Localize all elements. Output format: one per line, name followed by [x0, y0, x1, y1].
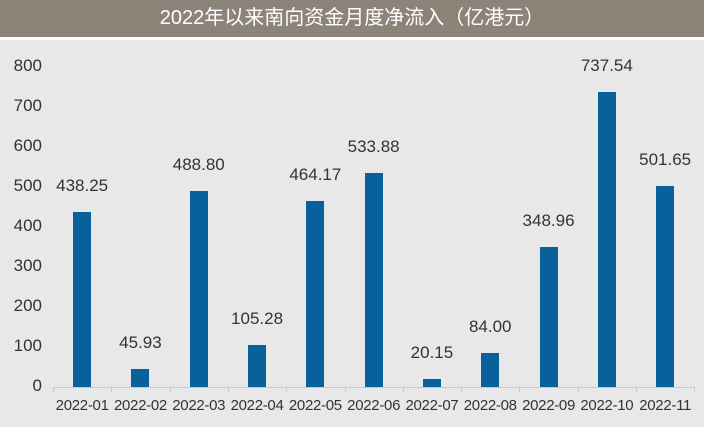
x-tick-mark	[344, 387, 346, 392]
x-tick-label: 2022-06	[347, 397, 401, 414]
y-tick-label: 600	[13, 136, 42, 155]
y-tick-label: 100	[13, 336, 42, 355]
x-axis-line	[53, 387, 694, 388]
y-tick-label: 0	[32, 376, 42, 395]
x-tick-label: 2022-09	[522, 397, 576, 414]
x-tick-label: 2022-03	[172, 397, 226, 414]
x-tick-mark	[694, 387, 696, 392]
chart-title: 2022年以来南向资金月度净流入（亿港元）	[0, 0, 704, 37]
bar-2022-05	[306, 201, 325, 387]
bar-2022-03	[189, 191, 208, 387]
value-label: 84.00	[468, 317, 512, 337]
bar-2022-07	[422, 378, 441, 387]
y-tick-label: 200	[13, 296, 42, 315]
x-tick-label: 2022-05	[288, 397, 342, 414]
x-tick-mark	[286, 387, 288, 392]
x-tick-mark	[53, 387, 54, 392]
y-tick-label: 400	[13, 216, 42, 235]
value-label: 464.17	[289, 165, 342, 185]
x-tick-label: 2022-01	[55, 397, 109, 414]
bar-2022-08	[481, 353, 500, 387]
value-label: 501.65	[639, 150, 692, 170]
bar-2022-02	[131, 368, 150, 387]
x-tick-mark	[402, 387, 404, 392]
x-tick-label: 2022-11	[639, 397, 692, 414]
x-tick-label: 2022-04	[230, 397, 284, 414]
bar-2022-06	[364, 173, 383, 387]
value-label: 533.88	[347, 137, 400, 157]
plot-area: 0 100 200 300 400 500 600 700 800 438.25 2022-01 45…	[0, 40, 704, 427]
x-tick-mark	[636, 387, 637, 392]
bar-2022-09	[539, 247, 558, 387]
x-tick-mark	[519, 387, 521, 392]
bar-2022-04	[248, 344, 267, 387]
bar-2022-01	[73, 211, 92, 387]
value-label: 20.15	[410, 342, 454, 362]
value-label: 737.54	[580, 55, 633, 75]
value-label: 488.80	[172, 155, 225, 175]
y-tick-label: 700	[13, 96, 42, 115]
bar-2022-11	[656, 186, 675, 387]
value-label: 105.28	[231, 308, 284, 328]
x-tick-mark	[169, 387, 171, 392]
x-tick-mark	[227, 387, 229, 392]
value-label: 45.93	[119, 332, 162, 352]
x-tick-mark	[577, 387, 579, 392]
y-tick-label: 800	[13, 56, 42, 75]
x-tick-label: 2022-10	[580, 397, 634, 414]
x-tick-label: 2022-07	[405, 397, 459, 414]
y-tick-label: 300	[13, 256, 42, 275]
x-tick-mark	[111, 387, 113, 392]
value-label: 438.25	[56, 175, 109, 195]
y-tick-label: 500	[13, 176, 42, 195]
bar-2022-10	[597, 91, 616, 387]
value-label: 348.96	[522, 211, 575, 231]
x-tick-label: 2022-08	[463, 397, 517, 414]
x-tick-label: 2022-02	[113, 397, 167, 414]
x-tick-mark	[461, 387, 463, 392]
